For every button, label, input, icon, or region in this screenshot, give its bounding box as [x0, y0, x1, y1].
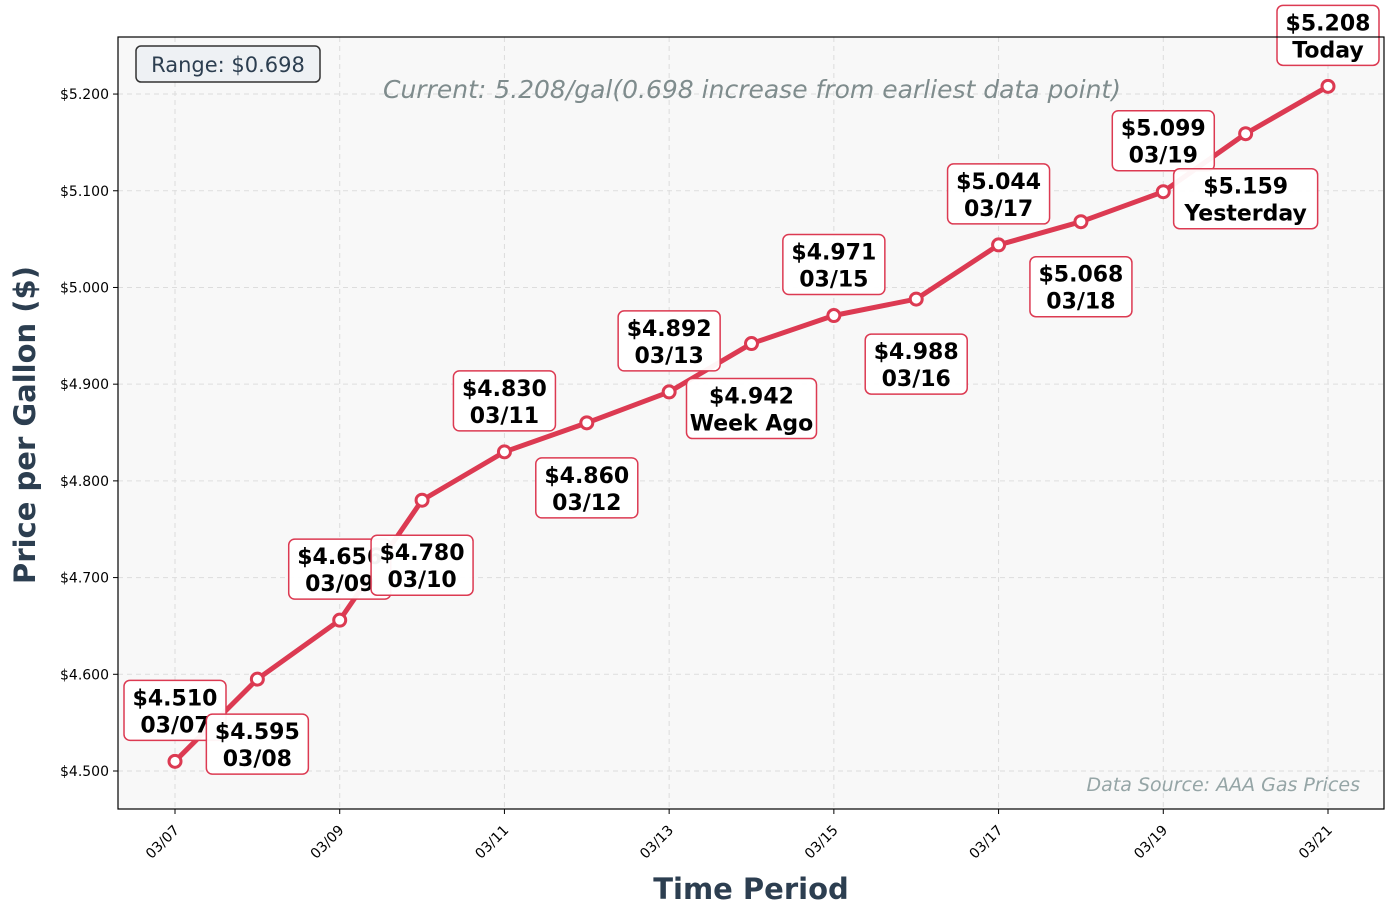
point-label-box [864, 333, 968, 395]
data-point [991, 237, 1007, 253]
point-label-box [452, 370, 557, 432]
point-label-box [782, 233, 886, 296]
point-label-date: 03/19 [1129, 144, 1198, 169]
point-label-price: $4.830 [462, 377, 547, 402]
point-label-date: 03/11 [470, 404, 539, 429]
point-label-price: $4.971 [791, 241, 876, 266]
point-label-price: $4.595 [215, 720, 300, 745]
point-label-date: Today [1292, 38, 1363, 63]
point-label-box [617, 310, 721, 372]
y-axis-label: Price per Gallon ($) [8, 266, 42, 584]
point-label-box [123, 679, 227, 742]
data-point [332, 612, 348, 628]
point-label-box [1172, 167, 1319, 230]
x-tick-label: 03/17 [967, 823, 1007, 863]
point-label-box [1029, 255, 1133, 318]
point-label-date: 03/10 [387, 568, 456, 593]
point-label-date: Week Ago [690, 412, 814, 437]
point-label-date: 03/07 [140, 713, 209, 738]
point-label-date: 03/13 [635, 344, 704, 369]
data-source-note: Data Source: AAA Gas Prices [1087, 774, 1361, 796]
point-label-price: $4.942 [709, 385, 794, 410]
data-point [1320, 78, 1336, 94]
point-label-box [370, 534, 474, 596]
y-tick-label: $4.600 [60, 667, 109, 683]
point-label-date: 03/09 [305, 572, 374, 597]
point-label-date: Yesterday [1183, 202, 1306, 227]
data-point [661, 384, 677, 400]
x-tick-label: 03/07 [143, 823, 183, 863]
y-tick-label: $5.200 [60, 87, 109, 103]
plot-frame [117, 36, 1385, 810]
y-tick-label: $5.100 [60, 184, 109, 200]
point-label-price: $5.159 [1203, 175, 1288, 200]
point-label-date: 03/18 [1046, 290, 1115, 315]
point-label-price: $4.510 [133, 686, 218, 711]
point-label-date: 03/16 [882, 367, 951, 392]
point-label-price: $4.892 [627, 317, 712, 342]
x-tick-label: 03/21 [1296, 823, 1336, 863]
point-label-box [685, 377, 818, 440]
point-label-box [535, 457, 639, 519]
point-label-price: $4.988 [874, 340, 959, 365]
point-label-box [205, 713, 310, 775]
point-label-date: 03/17 [964, 197, 1033, 222]
range-box: Range: $0.698 [135, 45, 321, 83]
x-tick-label: 03/15 [802, 823, 842, 863]
point-label-date: 03/12 [552, 491, 621, 516]
point-label-price: $5.099 [1121, 117, 1206, 142]
range-text: Range: $0.698 [151, 53, 305, 77]
current-price-annotation: Current: 5.208/gal(0.698 increase from e… [383, 75, 1121, 104]
data-point [414, 492, 430, 508]
y-tick-label: $4.800 [60, 474, 109, 490]
point-label-price: $4.780 [380, 541, 465, 566]
x-tick-label: 03/11 [472, 823, 512, 863]
data-point [249, 671, 265, 687]
point-label-box [946, 163, 1051, 225]
data-point [826, 308, 842, 324]
x-axis-label: Time Period [653, 872, 849, 906]
data-point [908, 291, 924, 307]
y-tick-label: $5.000 [60, 280, 109, 296]
point-label-price: $4.656 [297, 545, 382, 570]
data-point [496, 444, 512, 460]
data-point [1155, 184, 1171, 200]
y-tick-label: $4.500 [60, 764, 109, 780]
point-label-price: $5.208 [1286, 11, 1371, 36]
point-label-date: 03/08 [223, 747, 292, 772]
point-label-date: 03/15 [799, 268, 868, 293]
data-point [1073, 214, 1089, 230]
x-tick-label: 03/19 [1131, 823, 1171, 863]
data-point [579, 415, 595, 431]
x-tick-label: 03/09 [308, 823, 348, 863]
point-label-price: $4.860 [544, 464, 629, 489]
data-point [167, 753, 183, 769]
point-label-box [1276, 4, 1380, 67]
x-tick-label: 03/13 [637, 823, 677, 863]
point-label-price: $5.044 [956, 170, 1041, 195]
point-label-box [1111, 109, 1216, 172]
y-tick-label: $4.900 [60, 377, 109, 393]
data-point [744, 336, 759, 352]
data-point [1238, 126, 1254, 142]
point-label-price: $5.068 [1038, 263, 1123, 288]
y-tick-label: $4.700 [60, 571, 109, 587]
